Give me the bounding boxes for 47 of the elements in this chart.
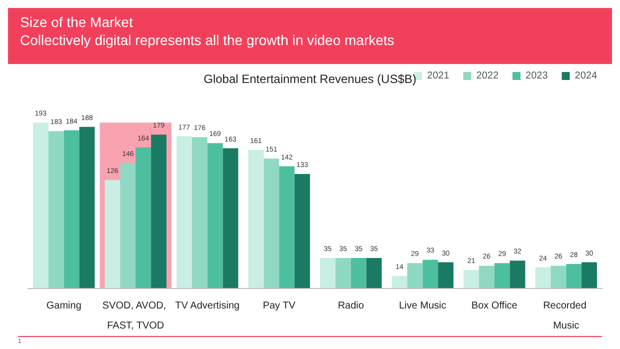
bar: [64, 130, 80, 288]
bar: [279, 166, 295, 288]
bar: [192, 137, 208, 288]
bar: [120, 162, 136, 288]
bar: [320, 258, 336, 288]
bar: [478, 266, 494, 288]
x-tick-label: Recorded Music: [543, 300, 590, 332]
x-tick-label: TV Advertising: [175, 300, 240, 312]
bar: [294, 174, 310, 288]
bar: [176, 136, 192, 288]
legend-label: 2021: [427, 70, 450, 82]
chart-title: Size of the Market: [20, 14, 134, 30]
bar: [464, 270, 479, 288]
bar: [366, 258, 382, 288]
bar: [407, 263, 423, 288]
bar: [136, 147, 152, 288]
legend-label: 2024: [574, 70, 598, 82]
bar: [222, 148, 238, 288]
bar: [535, 267, 551, 288]
bar: [33, 122, 48, 288]
bar: [422, 260, 438, 288]
legend-label: 2023: [526, 70, 548, 82]
bar: [582, 262, 597, 288]
bar: [104, 180, 120, 288]
bar: [48, 131, 64, 288]
bar: [264, 158, 280, 288]
bar: [566, 264, 582, 288]
y-axis-title: Global Entertainment Revenues (US$B): [204, 72, 416, 86]
x-tick-label: Gaming: [46, 300, 82, 312]
bar: [207, 143, 223, 288]
bar: [510, 260, 526, 288]
bar: [494, 263, 510, 288]
x-tick-label: SVOD, AVOD, FAST, TVOD: [102, 300, 169, 332]
bar: [248, 150, 264, 288]
x-tick-label: Box Office: [471, 300, 518, 312]
bar: [438, 262, 454, 288]
x-tick-label: Pay TV: [262, 300, 296, 312]
legend-label: 2022: [476, 70, 499, 82]
chart-subtitle: Collectively digital represents all the growth in video markets: [20, 32, 396, 48]
bar: [392, 276, 408, 288]
bar: [151, 134, 166, 288]
x-tick-label: Radio: [338, 300, 364, 312]
x-tick-label: Live Music: [399, 300, 446, 312]
bar: [550, 266, 566, 288]
bar: [79, 126, 95, 288]
bar: [335, 258, 351, 288]
bar: [350, 258, 366, 288]
